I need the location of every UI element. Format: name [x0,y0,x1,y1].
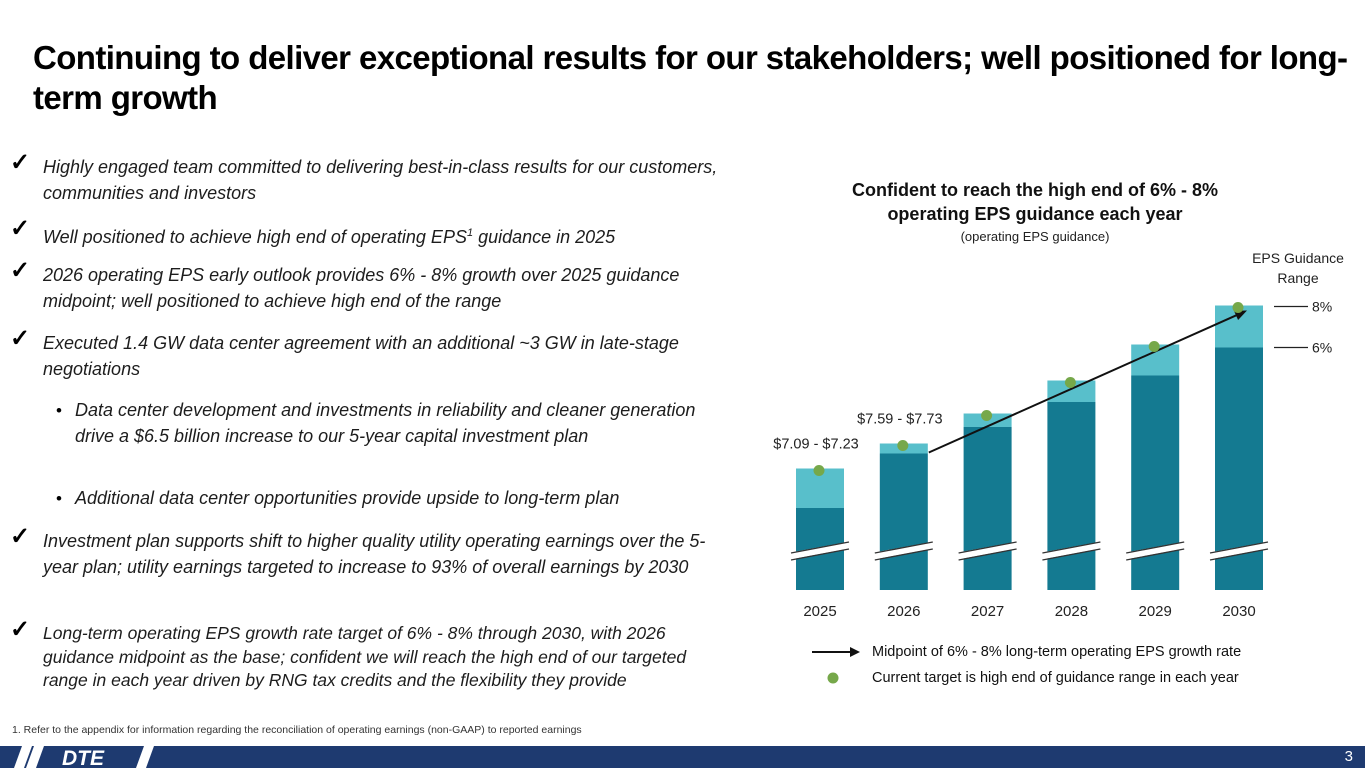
bullet-text: Data center development and investments … [75,400,696,446]
bullet-text: 2026 operating EPS early outlook provide… [43,265,680,311]
trend-arrow-line [928,313,1240,454]
bullet-item: ✓ Investment plan supports shift to high… [10,524,720,580]
axis-break-line [1209,541,1269,554]
x-tick-label: 2025 [803,603,836,620]
bullet-text: Long-term operating EPS growth rate targ… [43,623,687,690]
value-label-2025: $7.09 - $7.23 [773,437,858,453]
footer-bar: DTE 3 [0,746,1365,768]
axis-break-gap [793,542,847,559]
target-dot-2025 [813,465,825,476]
target-dot-2026 [897,440,909,451]
range-low-label: 6% [1312,340,1332,356]
legend-item-arrow: Midpoint of 6% - 8% long-term operating … [810,641,1330,663]
check-icon: ✓ [10,616,31,643]
check-icon: ✓ [10,325,31,352]
bullet-dot-icon: • [56,401,62,420]
axis-break-line [1209,548,1269,561]
chart-title: Confident to reach the high end of 6% - … [851,180,1218,224]
axis-break-gap [876,542,931,559]
dot-icon [827,672,839,684]
check-icon: ✓ [10,523,31,550]
legend-label: Midpoint of 6% - 8% long-term operating … [872,644,1242,660]
x-tick-label: 2028 [1055,603,1088,620]
axis-break-line [874,548,933,561]
axis-break-gap [1044,542,1099,559]
bullet-item: ✓ Long-term operating EPS growth rate ta… [10,617,720,693]
axis-break-line [958,541,1017,554]
bullet-item: ✓ Highly engaged team committed to deliv… [10,150,720,206]
chart-subtitle: (operating EPS guidance) [960,229,1110,244]
bullet-text: Highly engaged team committed to deliver… [43,157,718,203]
page-number: 3 [1344,748,1353,765]
bullet-text: Investment plan supports shift to higher… [43,531,706,577]
value-label-2026: $7.59 - $7.73 [857,412,942,428]
x-tick-label: 2030 [1222,603,1255,620]
target-dot-2029 [1148,341,1160,352]
bullet-item: ✓ 2026 operating EPS early outlook provi… [10,258,720,314]
check-icon: ✓ [10,149,31,176]
dte-logo: DTE [14,746,154,768]
target-dot-2028 [1064,377,1076,388]
logo-text: DTE [62,747,105,768]
x-tick-label: 2029 [1139,603,1172,620]
axis-break-gap [1212,542,1266,559]
bullet-text: Additional data center opportunities pro… [75,488,620,508]
bullet-dot-icon: • [56,489,62,508]
bar-range-2028 [1047,380,1096,402]
page-title: Continuing to deliver exceptional result… [33,39,1348,116]
axis-break-line [790,548,850,561]
bar-base-2028 [1047,402,1096,590]
bullet-text: Executed 1.4 GW data center agreement wi… [43,333,679,379]
x-tick-label: 2026 [887,603,920,620]
bullet-text-part: guidance in 2025 [473,227,616,247]
bullet-item: ✓ Executed 1.4 GW data center agreement … [10,326,720,382]
check-icon: ✓ [10,257,31,284]
legend-item-dot: Current target is high end of guidance r… [810,667,1330,689]
axis-break-line [1126,541,1185,554]
range-high-label: 8% [1312,299,1332,315]
footnote-ref: 1 [466,227,474,239]
target-dot-2027 [981,410,993,421]
bullet-text: Well positioned to achieve high end of o… [43,221,720,251]
range-legend-title: EPS Guidance Range [1252,250,1344,286]
bullet-item: ✓ Well positioned to achieve high end of… [10,216,720,251]
axis-break-line [874,541,933,554]
axis-break-line [790,541,850,554]
axis-break-gap [960,542,1015,559]
eps-bar-chart: 2025 2026 2027 2028 2029 2030 $7.09 - $7.23 $7.… [773,299,1332,621]
check-icon: ✓ [10,215,31,242]
footnote: 1. Refer to the appendix for information… [12,724,582,736]
x-tick-label: 2027 [971,603,1004,620]
bar-base-2027 [963,427,1012,590]
sub-bullet-item: • Data center development and investment… [10,398,720,449]
sub-bullet-item: • Additional data center opportunities p… [10,486,720,512]
axis-break-line [1042,541,1101,554]
bar-base-2026 [879,453,928,590]
bullet-text-part: Well positioned to achieve high end of o… [43,227,467,247]
axis-break-gap [1128,542,1183,559]
axis-break-line [1042,548,1101,561]
axis-break-line [1126,548,1185,561]
axis-break-line [958,548,1017,561]
legend-label: Current target is high end of guidance r… [872,670,1239,686]
target-dot-2030 [1232,302,1244,313]
arrow-icon [812,647,860,657]
